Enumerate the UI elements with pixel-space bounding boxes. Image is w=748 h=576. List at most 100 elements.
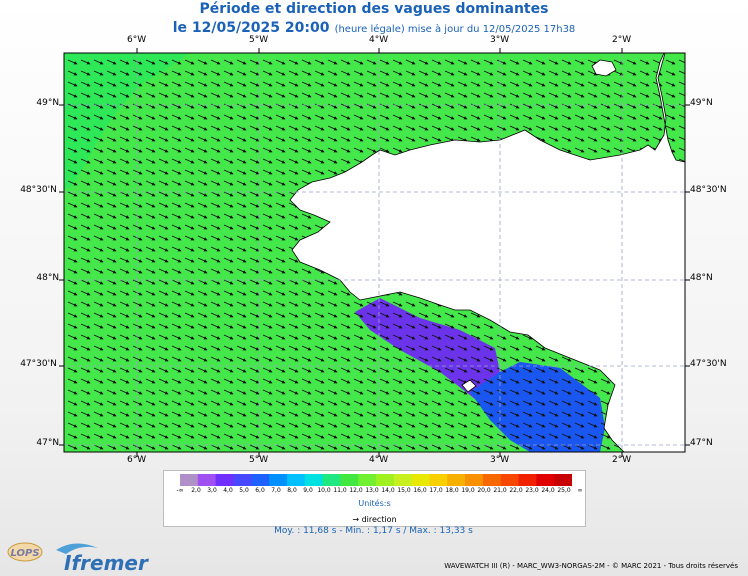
direction-arrow bbox=[93, 59, 104, 65]
direction-arrow bbox=[535, 70, 546, 76]
direction-arrow bbox=[405, 323, 416, 329]
direction-arrow bbox=[106, 301, 117, 307]
direction-arrow bbox=[171, 191, 182, 197]
direction-arrow bbox=[106, 268, 117, 274]
direction-arrow bbox=[652, 114, 663, 120]
direction-arrow bbox=[67, 257, 78, 263]
direction-arrow bbox=[483, 323, 494, 329]
direction-arrow bbox=[288, 59, 299, 65]
direction-arrow bbox=[119, 92, 130, 98]
direction-arrow bbox=[327, 136, 338, 142]
direction-arrow bbox=[262, 169, 273, 175]
direction-arrow bbox=[119, 301, 130, 307]
direction-arrow bbox=[301, 301, 312, 307]
direction-arrow bbox=[158, 158, 169, 164]
legend-value: 13,0 bbox=[365, 487, 379, 494]
direction-arrow bbox=[223, 290, 234, 296]
direction-arrow bbox=[210, 235, 221, 241]
direction-arrow bbox=[210, 92, 221, 98]
direction-arrow bbox=[119, 191, 130, 197]
direction-arrow bbox=[262, 301, 273, 307]
direction-arrow bbox=[223, 158, 234, 164]
direction-arrow bbox=[392, 136, 403, 142]
legend-swatch bbox=[269, 474, 288, 486]
direction-arrow bbox=[314, 125, 325, 131]
direction-arrow bbox=[132, 169, 143, 175]
direction-arrow bbox=[249, 180, 260, 186]
direction-arrow bbox=[613, 114, 624, 120]
direction-arrow bbox=[392, 301, 403, 307]
direction-arrow bbox=[223, 169, 234, 175]
direction-arrow bbox=[223, 191, 234, 197]
direction-arrow bbox=[145, 235, 156, 241]
direction-arrow bbox=[132, 202, 143, 208]
direction-arrow bbox=[613, 103, 624, 109]
legend-swatch bbox=[411, 474, 430, 486]
legend-value: 16,0 bbox=[413, 487, 427, 494]
direction-arrow bbox=[561, 81, 572, 87]
legend-value: 10,0 bbox=[317, 487, 331, 494]
direction-arrow bbox=[249, 59, 260, 65]
direction-arrow bbox=[379, 114, 390, 120]
direction-arrow bbox=[431, 136, 442, 142]
direction-arrow bbox=[314, 136, 325, 142]
direction-arrow bbox=[67, 191, 78, 197]
direction-arrow bbox=[340, 147, 351, 153]
map-panel: 6°W 6°W 5°W 5°W 4°W 4°W 3°W 3°W 2°W 2°W 49°N 48°30'… bbox=[20, 35, 726, 465]
direction-arrow bbox=[379, 147, 390, 153]
direction-arrow bbox=[353, 301, 364, 307]
direction-arrow bbox=[223, 257, 234, 263]
direction-arrow bbox=[67, 70, 78, 76]
direction-arrow bbox=[197, 81, 208, 87]
direction-arrow bbox=[210, 323, 221, 329]
direction-arrow bbox=[145, 334, 156, 340]
direction-arrow bbox=[288, 268, 299, 274]
lon-label-bottom: 6°W bbox=[127, 455, 147, 465]
direction-arrow bbox=[80, 147, 91, 153]
direction-arrow bbox=[132, 312, 143, 318]
direction-arrow bbox=[275, 125, 286, 131]
direction-arrow bbox=[522, 125, 533, 131]
direction-arrow bbox=[405, 59, 416, 65]
direction-arrow bbox=[171, 81, 182, 87]
direction-arrow bbox=[106, 279, 117, 285]
direction-arrow bbox=[171, 169, 182, 175]
direction-arrow bbox=[561, 125, 572, 131]
direction-arrow bbox=[184, 202, 195, 208]
direction-arrow bbox=[262, 136, 273, 142]
direction-arrow bbox=[470, 70, 481, 76]
direction-arrow bbox=[470, 81, 481, 87]
direction-arrow bbox=[340, 301, 351, 307]
direction-arrow bbox=[145, 147, 156, 153]
direction-arrow bbox=[106, 213, 117, 219]
direction-arrow bbox=[587, 147, 598, 153]
direction-arrow bbox=[587, 125, 598, 131]
direction-arrow bbox=[483, 136, 494, 142]
direction-arrow bbox=[145, 103, 156, 109]
direction-arrow bbox=[132, 224, 143, 230]
direction-arrow bbox=[340, 59, 351, 65]
direction-arrow bbox=[509, 59, 520, 65]
direction-arrow bbox=[678, 92, 685, 98]
direction-arrow bbox=[444, 323, 455, 329]
direction-arrow bbox=[431, 103, 442, 109]
direction-arrow bbox=[132, 257, 143, 263]
direction-arrow bbox=[184, 279, 195, 285]
direction-arrow bbox=[158, 235, 169, 241]
direction-arrow bbox=[496, 125, 507, 131]
direction-arrow bbox=[93, 169, 104, 175]
direction-arrow bbox=[197, 158, 208, 164]
direction-arrow bbox=[405, 301, 416, 307]
direction-arrow bbox=[145, 180, 156, 186]
direction-arrow bbox=[158, 59, 169, 65]
legend-swatch bbox=[465, 474, 484, 486]
direction-arrow bbox=[275, 290, 286, 296]
direction-arrow bbox=[197, 290, 208, 296]
direction-arrow bbox=[171, 136, 182, 142]
direction-arrow bbox=[548, 70, 559, 76]
direction-arrow bbox=[288, 92, 299, 98]
direction-arrow bbox=[457, 114, 468, 120]
direction-arrow bbox=[106, 191, 117, 197]
direction-arrow bbox=[223, 246, 234, 252]
direction-arrow bbox=[236, 136, 247, 142]
